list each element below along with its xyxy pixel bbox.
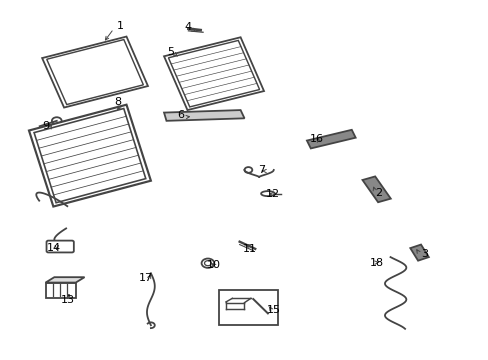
- Text: 10: 10: [207, 260, 221, 270]
- Text: 18: 18: [369, 258, 384, 268]
- Polygon shape: [29, 105, 151, 207]
- Text: 11: 11: [242, 244, 256, 254]
- Polygon shape: [168, 40, 259, 107]
- Polygon shape: [42, 37, 148, 108]
- Polygon shape: [45, 277, 84, 283]
- Text: 16: 16: [309, 134, 323, 144]
- Text: 12: 12: [265, 189, 279, 199]
- Polygon shape: [362, 176, 390, 202]
- Polygon shape: [47, 40, 143, 104]
- Text: 3: 3: [421, 248, 427, 258]
- Polygon shape: [163, 110, 244, 121]
- Text: 17: 17: [139, 273, 153, 283]
- Polygon shape: [306, 130, 355, 148]
- Text: 2: 2: [374, 188, 382, 198]
- Text: 8: 8: [114, 97, 121, 107]
- Text: 5: 5: [166, 46, 174, 57]
- Text: 7: 7: [258, 165, 264, 175]
- FancyBboxPatch shape: [46, 240, 74, 252]
- Polygon shape: [34, 108, 145, 203]
- Polygon shape: [163, 37, 264, 110]
- Text: 14: 14: [47, 243, 61, 253]
- Text: 6: 6: [177, 110, 184, 120]
- Polygon shape: [409, 244, 428, 261]
- Bar: [219, 290, 277, 325]
- Text: 1: 1: [117, 21, 123, 31]
- Text: 9: 9: [42, 121, 49, 131]
- Text: 15: 15: [266, 305, 280, 315]
- Polygon shape: [45, 283, 76, 298]
- Text: 4: 4: [184, 22, 192, 32]
- Text: 13: 13: [61, 295, 75, 305]
